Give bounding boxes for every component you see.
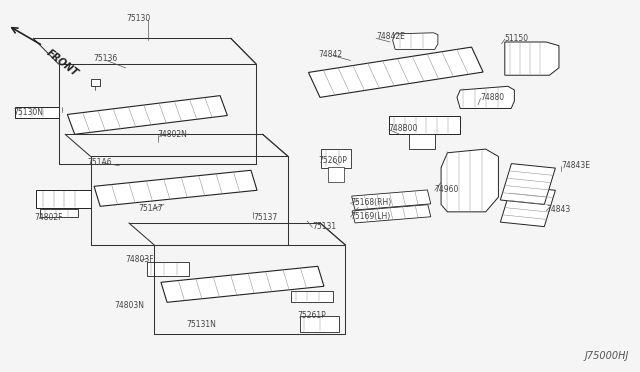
Text: 74802F: 74802F [35, 213, 63, 222]
Polygon shape [308, 47, 483, 97]
Polygon shape [505, 42, 559, 75]
Polygon shape [352, 205, 431, 223]
Text: 74960: 74960 [435, 185, 459, 194]
Polygon shape [15, 107, 59, 118]
Text: 51150: 51150 [505, 34, 529, 43]
Polygon shape [94, 170, 257, 206]
Polygon shape [328, 167, 344, 182]
Text: 751A6: 751A6 [88, 157, 112, 167]
Text: 75131: 75131 [312, 222, 337, 231]
Polygon shape [300, 316, 339, 332]
Polygon shape [500, 186, 556, 227]
Text: 74842E: 74842E [376, 32, 405, 41]
Polygon shape [409, 134, 435, 149]
Polygon shape [321, 149, 351, 167]
Polygon shape [351, 190, 431, 210]
Text: 74802N: 74802N [157, 130, 188, 139]
Text: 74843E: 74843E [561, 161, 590, 170]
Polygon shape [147, 262, 189, 276]
Text: 74803N: 74803N [115, 301, 145, 311]
Text: J75000HJ: J75000HJ [585, 352, 629, 361]
Polygon shape [291, 291, 333, 302]
Text: 75130N: 75130N [13, 108, 43, 117]
Polygon shape [457, 86, 515, 109]
Text: FRONT: FRONT [45, 48, 80, 78]
Text: 74843: 74843 [546, 205, 570, 215]
Text: 75137: 75137 [253, 213, 277, 222]
Polygon shape [40, 209, 78, 217]
Polygon shape [67, 96, 227, 134]
Text: 75131N: 75131N [186, 320, 216, 329]
Polygon shape [441, 149, 499, 212]
Polygon shape [389, 116, 460, 134]
Text: 74880: 74880 [481, 93, 505, 102]
Text: 74803F: 74803F [125, 255, 154, 264]
Text: 74842: 74842 [319, 51, 343, 60]
Polygon shape [393, 33, 438, 49]
Text: 75261P: 75261P [298, 311, 326, 320]
Polygon shape [161, 266, 324, 302]
Text: 75168(RH): 75168(RH) [351, 198, 392, 207]
Text: 751A7: 751A7 [138, 203, 163, 213]
Text: 748B00: 748B00 [389, 124, 418, 133]
Polygon shape [500, 164, 556, 205]
Text: 75136: 75136 [94, 54, 118, 63]
Text: 75130: 75130 [126, 13, 150, 22]
Polygon shape [36, 190, 91, 208]
Polygon shape [91, 79, 100, 86]
Text: 75260P: 75260P [319, 155, 348, 165]
Text: 75169(LH): 75169(LH) [351, 212, 391, 221]
